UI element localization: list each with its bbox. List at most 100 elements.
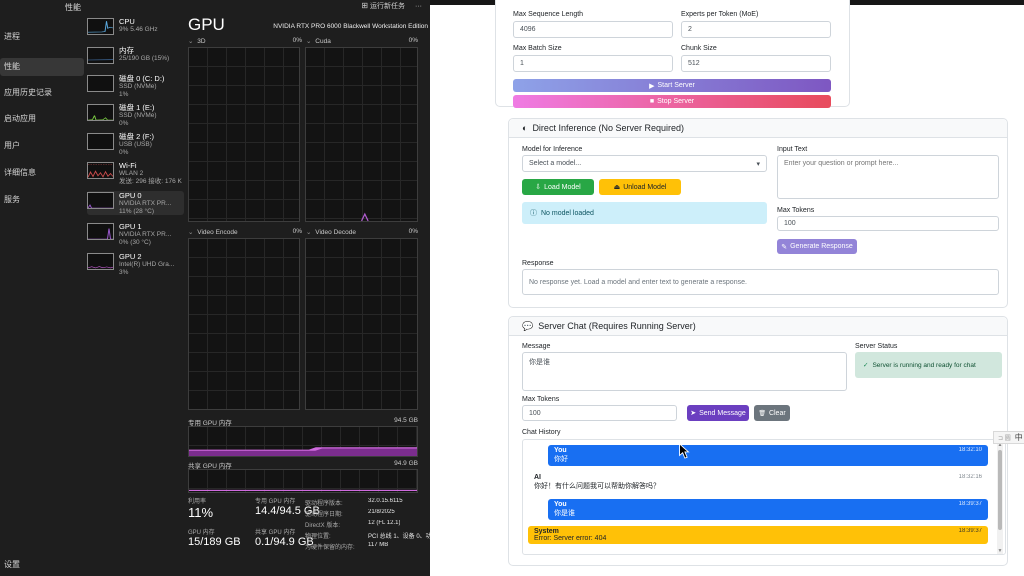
chat-history-box: You 18:32:10 你好 AI 18:32:16 你好！有什么问题我可以帮… [522,439,1006,555]
info-icon: ⓘ [530,210,537,217]
chart-label-video-encode: Video Encode [197,229,238,236]
stat-label-gpu-memory: GPU 内存 [188,530,215,536]
page-title: 性能 [65,3,81,12]
load-model-button[interactable]: ⇩ Load Model [522,179,594,195]
chevron-down-icon: ▾ [756,160,760,168]
model-select-value: Select a model... [529,160,582,167]
stop-server-button[interactable]: ■ Stop Server [513,95,831,108]
message-time: 18:32:10 [958,447,982,453]
new-task-icon: ⊞ [361,1,369,10]
stop-server-label: Stop Server [657,98,695,105]
check-circle-icon: ✓ [863,362,869,369]
stat-label-shared-memory: 共享 GPU 内存 [255,530,296,536]
memory-sparkline [87,47,114,64]
max-batch-input[interactable] [513,55,673,72]
stat-driver-date: 21/8/2025 [368,509,395,515]
chart-shared-memory [188,469,418,493]
message-time: 18:39:37 [958,528,982,534]
start-server-button[interactable]: ▶ Start Server [513,79,831,92]
chart-value-video-decode: 0% [408,228,418,235]
scroll-down-icon[interactable]: ▼ [997,548,1003,554]
send-message-button[interactable]: ➤ Send Message [687,405,749,421]
chevron-down-icon[interactable]: ⌄ [306,229,312,236]
message-time: 18:39:37 [958,501,982,507]
chat-message-ai: AI 18:32:16 你好！有什么问题我可以帮助你解答吗？ [528,472,988,493]
model-status-alert: ⓘ No model loaded [522,202,767,224]
chart-value-video-encode: 0% [292,228,302,235]
run-new-task-button[interactable]: ⊞ 运行新任务 [361,1,405,11]
sidebar-item-app-history[interactable]: 应用历史记录 [4,88,52,97]
chart-video-decode [305,238,418,410]
wifi-sparkline [87,162,114,179]
mouse-cursor [679,443,690,459]
scroll-up-icon[interactable]: ▲ [997,442,1003,448]
clear-button[interactable]: 🗑 Clear [754,405,790,421]
device-item-cpu[interactable]: CPU 9% 5.46 GHz [87,17,184,35]
stat-label-dedicated-memory: 专用 GPU 内存 [255,499,296,505]
more-options-button[interactable]: ··· [415,2,422,10]
gpu-name: NVIDIA RTX PRO 6000 Blackwell Workstatio… [273,23,428,30]
stat-utilization: 11% [188,505,214,520]
unload-model-label: Unload Model [623,183,667,191]
chart-label-cuda: Cuda [315,38,331,45]
server-config-card: Max Sequence Length Experts per Token (M… [495,0,850,108]
server-status-text: Server is running and ready for chat [872,361,976,369]
chat-message-user: You 18:39:37 你是谁 [548,499,988,520]
scrollbar-thumb[interactable] [998,450,1002,530]
max-seq-input[interactable] [513,21,673,38]
chart-label-shared-memory: 共享 GPU 内存 [188,463,232,470]
device-item-disk2[interactable]: 磁盘 2 (F:) USB (USB) 0% [87,132,184,156]
sidebar-item-performance[interactable]: 性能 [0,58,84,76]
inference-max-tokens-label: Max Tokens [777,207,815,214]
device-item-gpu0[interactable]: GPU 0 NVIDIA RTX PR... 11% (28 °C) [87,191,184,215]
disk2-sparkline [87,133,114,150]
device-item-disk0[interactable]: 磁盘 0 (C: D:) SSD (NVMe) 1% [87,74,184,98]
generate-response-label: Generate Response [790,243,853,250]
chunk-size-input[interactable] [681,55,831,72]
direct-inference-card: ◐ Direct Inference (No Server Required) … [508,118,1008,308]
message-label: Message [522,343,551,350]
chat-icon: 💬 [522,320,534,331]
disk1-sparkline [87,104,114,121]
device-item-disk1[interactable]: 磁盘 1 (E:) SSD (NVMe) 0% [87,103,184,127]
sidebar-item-processes[interactable]: 进程 [4,32,20,41]
sidebar-item-startup-apps[interactable]: 启动应用 [4,114,36,123]
sidebar-item-users[interactable]: 用户 [4,141,20,150]
sidebar-item-settings[interactable]: 设置 [4,560,20,569]
message-textarea[interactable]: 你是谁 [522,352,847,391]
server-chat-card: 💬 Server Chat (Requires Running Server) … [508,316,1008,566]
chat-scrollbar[interactable]: ▲ ▼ [997,442,1003,554]
message-text: 你是谁 [554,510,575,517]
max-batch-label: Max Batch Size [513,45,562,52]
chart-label-3d: 3D [197,38,206,45]
chevron-down-icon[interactable]: ⌄ [188,38,194,45]
device-item-wifi[interactable]: Wi-Fi WLAN 2 发送: 296 接收: 176 K [87,161,184,185]
inference-icon: ◐ [522,123,528,133]
ime-language-indicator[interactable]: ⊐ 圆 中 [993,431,1024,444]
chevron-down-icon[interactable]: ⌄ [188,229,194,236]
stat-gpu-memory: 15/189 GB [188,536,241,548]
task-manager-window: 性能 ⊞ 运行新任务 ··· 进程 性能 应用历史记录 启动应用 用户 详细信息… [0,0,430,576]
send-message-label: Send Message [699,409,746,417]
input-text-area[interactable] [777,155,999,199]
sidebar-item-details[interactable]: 详细信息 [4,168,36,177]
stat-dedicated-memory: 14.4/94.5 GB [255,505,320,517]
device-item-gpu2[interactable]: GPU 2 Intel(R) UHD Gra... 3% [87,252,184,276]
gpu1-sparkline [87,223,114,240]
trash-icon: 🗑 [758,410,766,417]
model-select[interactable]: Select a model... ▾ [522,155,767,172]
response-label: Response [522,260,554,267]
experts-input[interactable] [681,21,831,38]
generate-response-button[interactable]: ✎ Generate Response [777,239,857,254]
unload-model-button[interactable]: ⏏ Unload Model [599,179,681,195]
browser-content: Max Sequence Length Experts per Token (M… [430,0,1024,576]
chart-3d [188,47,300,222]
device-item-gpu1[interactable]: GPU 1 NVIDIA RTX PR... 0% (30 °C) [87,222,184,246]
chat-max-tokens-input[interactable] [522,405,677,421]
inference-max-tokens-input[interactable] [777,216,999,231]
sidebar-item-services[interactable]: 服务 [4,195,20,204]
chevron-down-icon[interactable]: ⌄ [306,38,312,45]
message-time: 18:32:16 [958,474,982,480]
chart-label-video-decode: Video Decode [315,229,356,236]
device-item-memory[interactable]: 内存 25/190 GB (15%) [87,46,184,64]
